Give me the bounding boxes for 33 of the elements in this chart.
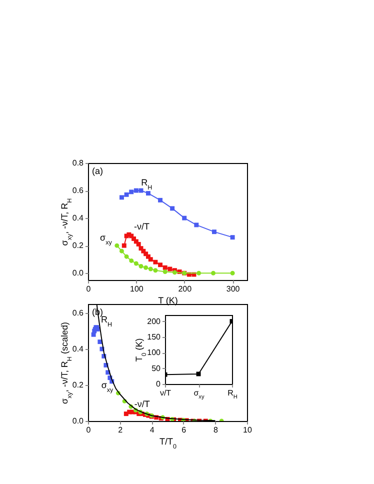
x-tick-label: 200 xyxy=(178,284,192,294)
x-tick-label: 2 xyxy=(118,426,124,434)
series-label: -ν/T xyxy=(134,222,150,232)
y-tick-label: 0.2 xyxy=(72,241,84,250)
y-tick-label: 200 xyxy=(147,316,162,326)
annotation: (a) xyxy=(92,166,103,176)
x-tick-label: 6 xyxy=(182,426,187,434)
x-tick-label: R$_{H}$ xyxy=(228,388,238,400)
y-tick-label: 0.0 xyxy=(72,268,84,278)
x-tick-label: 0 xyxy=(86,426,92,434)
y-tick-label: 0.6 xyxy=(72,308,84,318)
series-label: -ν/T xyxy=(134,399,150,409)
x-tick-label: 0 xyxy=(86,284,92,294)
y-tick-label: 0.6 xyxy=(72,186,84,196)
y-tick-label: 0.4 xyxy=(72,344,84,354)
y-tick-label: 100 xyxy=(147,348,162,358)
y-tick-label: 0.8 xyxy=(72,158,84,168)
x-tick-label: σ$_{xy}$ xyxy=(194,388,204,400)
y-tick-label: 0.2 xyxy=(72,380,84,390)
y-tick-label: 0.4 xyxy=(72,214,84,223)
y-tick-label: 0.0 xyxy=(72,416,84,426)
y-tick-label: 50 xyxy=(152,364,162,373)
x-tick-label: 10 xyxy=(243,426,252,434)
x-tick-label: 300 xyxy=(226,284,240,294)
y-tick-label: 0 xyxy=(156,380,162,388)
x-tick-label: ν/T xyxy=(160,388,172,398)
series-label: σ$_{xy}$ xyxy=(100,232,113,246)
y-tick-label: 150 xyxy=(147,332,162,342)
x-axis-title: T/T$_{0}$ xyxy=(159,436,177,450)
x-tick-label: 8 xyxy=(213,426,218,434)
series-label: R$_{H}$ xyxy=(141,178,153,192)
x-tick-label: 100 xyxy=(130,284,144,294)
x-tick-label: 4 xyxy=(150,426,155,434)
